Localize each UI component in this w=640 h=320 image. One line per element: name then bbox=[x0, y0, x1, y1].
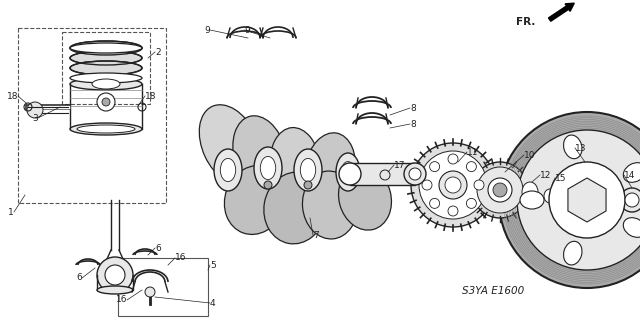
Polygon shape bbox=[350, 163, 415, 185]
Circle shape bbox=[27, 102, 43, 118]
Text: 3: 3 bbox=[32, 114, 38, 123]
Ellipse shape bbox=[538, 182, 562, 210]
Ellipse shape bbox=[70, 51, 142, 65]
Ellipse shape bbox=[294, 149, 322, 191]
Ellipse shape bbox=[214, 149, 242, 191]
Text: 12: 12 bbox=[540, 171, 552, 180]
Ellipse shape bbox=[70, 78, 142, 90]
Text: 6: 6 bbox=[155, 244, 161, 252]
Ellipse shape bbox=[77, 125, 135, 133]
Ellipse shape bbox=[520, 191, 544, 209]
Circle shape bbox=[499, 112, 640, 288]
Ellipse shape bbox=[264, 172, 326, 244]
Ellipse shape bbox=[336, 153, 360, 191]
Ellipse shape bbox=[303, 171, 358, 239]
Circle shape bbox=[477, 167, 523, 213]
Circle shape bbox=[517, 130, 640, 270]
Circle shape bbox=[472, 162, 528, 218]
Ellipse shape bbox=[92, 79, 120, 89]
Text: 16: 16 bbox=[175, 253, 186, 262]
Ellipse shape bbox=[70, 41, 142, 55]
Ellipse shape bbox=[341, 162, 355, 182]
FancyArrow shape bbox=[548, 3, 574, 21]
Ellipse shape bbox=[220, 158, 236, 181]
Text: 4: 4 bbox=[210, 299, 216, 308]
Ellipse shape bbox=[300, 158, 316, 181]
Ellipse shape bbox=[97, 286, 133, 294]
Circle shape bbox=[448, 206, 458, 216]
Circle shape bbox=[448, 154, 458, 164]
Ellipse shape bbox=[270, 128, 320, 203]
Ellipse shape bbox=[339, 166, 392, 230]
Ellipse shape bbox=[70, 61, 142, 75]
Circle shape bbox=[105, 265, 125, 285]
Circle shape bbox=[493, 183, 507, 197]
Circle shape bbox=[488, 178, 512, 202]
Text: 17: 17 bbox=[394, 161, 406, 170]
Ellipse shape bbox=[515, 174, 545, 210]
Ellipse shape bbox=[409, 168, 421, 180]
Circle shape bbox=[97, 257, 133, 293]
Ellipse shape bbox=[199, 105, 260, 185]
Text: 6: 6 bbox=[76, 274, 82, 283]
Bar bbox=[62, 32, 150, 104]
Ellipse shape bbox=[70, 43, 142, 53]
Ellipse shape bbox=[564, 135, 582, 159]
Circle shape bbox=[620, 188, 640, 212]
Text: 8: 8 bbox=[410, 119, 416, 129]
Circle shape bbox=[549, 162, 625, 238]
Text: 9: 9 bbox=[204, 26, 210, 35]
Circle shape bbox=[429, 198, 440, 208]
Text: FR.: FR. bbox=[516, 17, 536, 27]
Ellipse shape bbox=[260, 156, 276, 180]
Text: 9: 9 bbox=[244, 26, 250, 35]
Circle shape bbox=[304, 181, 312, 189]
Ellipse shape bbox=[623, 163, 640, 182]
Circle shape bbox=[439, 171, 467, 199]
Circle shape bbox=[264, 181, 272, 189]
Ellipse shape bbox=[305, 133, 355, 207]
Circle shape bbox=[474, 180, 484, 190]
Circle shape bbox=[411, 143, 495, 227]
Text: 18: 18 bbox=[145, 92, 157, 100]
Ellipse shape bbox=[564, 241, 582, 265]
Bar bbox=[18, 28, 166, 203]
Bar bbox=[118, 258, 208, 316]
Text: 15: 15 bbox=[555, 173, 566, 182]
Text: 5: 5 bbox=[210, 260, 216, 269]
Text: 1: 1 bbox=[8, 207, 14, 217]
Text: 16: 16 bbox=[115, 295, 127, 305]
Circle shape bbox=[445, 177, 461, 193]
Circle shape bbox=[380, 170, 390, 180]
Text: S3YA E1600: S3YA E1600 bbox=[461, 286, 524, 296]
Ellipse shape bbox=[225, 165, 285, 235]
Text: 7: 7 bbox=[313, 230, 319, 239]
Circle shape bbox=[467, 162, 476, 172]
Circle shape bbox=[419, 151, 487, 219]
Ellipse shape bbox=[254, 147, 282, 189]
Ellipse shape bbox=[404, 163, 426, 185]
Text: 10: 10 bbox=[524, 150, 536, 159]
Circle shape bbox=[422, 180, 432, 190]
Circle shape bbox=[625, 193, 639, 207]
Text: 13: 13 bbox=[575, 143, 586, 153]
Text: 14: 14 bbox=[624, 171, 636, 180]
Ellipse shape bbox=[70, 123, 142, 135]
Ellipse shape bbox=[544, 189, 556, 203]
Ellipse shape bbox=[339, 163, 361, 185]
Ellipse shape bbox=[102, 98, 110, 106]
Ellipse shape bbox=[623, 218, 640, 237]
Text: 8: 8 bbox=[410, 103, 416, 113]
Circle shape bbox=[145, 287, 155, 297]
Circle shape bbox=[467, 198, 476, 208]
Ellipse shape bbox=[233, 116, 287, 194]
Text: 2: 2 bbox=[155, 47, 161, 57]
Polygon shape bbox=[568, 178, 606, 222]
Ellipse shape bbox=[522, 182, 538, 202]
Circle shape bbox=[429, 162, 440, 172]
Ellipse shape bbox=[97, 93, 115, 111]
Ellipse shape bbox=[70, 73, 142, 83]
Text: 18: 18 bbox=[6, 92, 18, 100]
Text: 11: 11 bbox=[467, 148, 479, 156]
